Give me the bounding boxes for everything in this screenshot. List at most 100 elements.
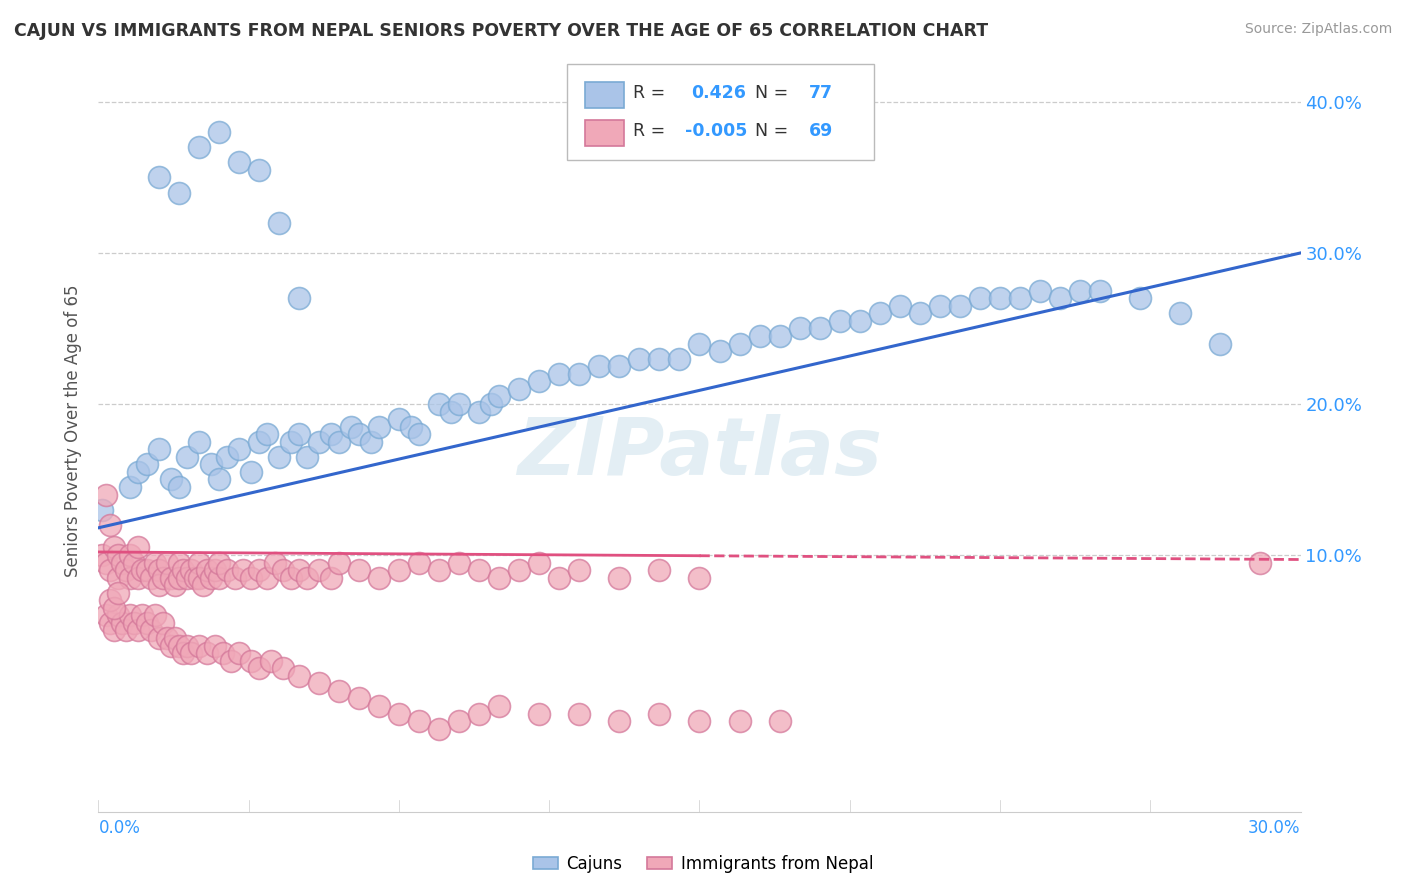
Point — [176, 571, 198, 585]
Point — [100, 517, 122, 532]
Point — [267, 450, 290, 464]
Point — [187, 639, 209, 653]
Point — [529, 706, 551, 721]
Point — [1069, 284, 1091, 298]
Point — [228, 155, 250, 169]
Point — [100, 615, 122, 630]
Point — [256, 427, 278, 442]
Point — [131, 563, 153, 577]
Point — [172, 563, 194, 577]
Text: N =: N = — [744, 121, 794, 140]
Point — [215, 450, 238, 464]
Point — [588, 359, 610, 374]
Point — [849, 314, 872, 328]
Point — [267, 216, 290, 230]
Point — [120, 480, 142, 494]
Point — [609, 359, 631, 374]
Point — [208, 556, 231, 570]
Point — [167, 556, 190, 570]
Point — [908, 306, 931, 320]
Point — [176, 450, 198, 464]
Point — [688, 336, 710, 351]
Point — [115, 563, 138, 577]
FancyBboxPatch shape — [585, 82, 624, 108]
Point — [148, 578, 170, 592]
Point — [111, 556, 134, 570]
Point — [139, 571, 162, 585]
Point — [187, 571, 209, 585]
Point — [427, 722, 450, 736]
Point — [508, 382, 530, 396]
Point — [609, 571, 631, 585]
Point — [187, 434, 209, 449]
Point — [187, 556, 209, 570]
Point — [408, 714, 430, 728]
Point — [568, 706, 591, 721]
Point — [107, 608, 129, 623]
Point — [195, 563, 218, 577]
Point — [388, 563, 411, 577]
Point — [1209, 336, 1232, 351]
Point — [215, 563, 238, 577]
Text: R =: R = — [633, 121, 671, 140]
Point — [167, 571, 190, 585]
Point — [1010, 291, 1032, 305]
Point — [360, 434, 382, 449]
Point — [319, 427, 342, 442]
Point — [1029, 284, 1052, 298]
Point — [128, 571, 150, 585]
Point — [295, 571, 318, 585]
Point — [548, 571, 571, 585]
Point — [135, 458, 157, 472]
Point — [295, 450, 318, 464]
Point — [107, 571, 129, 585]
Point — [148, 442, 170, 457]
Text: CAJUN VS IMMIGRANTS FROM NEPAL SENIORS POVERTY OVER THE AGE OF 65 CORRELATION CH: CAJUN VS IMMIGRANTS FROM NEPAL SENIORS P… — [14, 22, 988, 40]
Point — [124, 556, 146, 570]
Point — [107, 586, 129, 600]
Point — [368, 571, 391, 585]
Point — [328, 434, 350, 449]
Point — [388, 412, 411, 426]
Point — [163, 631, 186, 645]
Point — [1129, 291, 1152, 305]
Point — [172, 646, 194, 660]
Point — [191, 578, 214, 592]
Point — [128, 465, 150, 479]
Point — [208, 571, 231, 585]
Point — [889, 299, 911, 313]
Point — [728, 714, 751, 728]
Point — [155, 631, 177, 645]
Point — [159, 473, 181, 487]
Text: -0.005: -0.005 — [685, 121, 748, 140]
Point — [568, 367, 591, 381]
Text: N =: N = — [744, 84, 794, 102]
Text: 0.0%: 0.0% — [98, 819, 141, 838]
Point — [247, 563, 270, 577]
Text: 30.0%: 30.0% — [1249, 819, 1301, 838]
Point — [929, 299, 952, 313]
Point — [159, 639, 181, 653]
Legend: Cajuns, Immigrants from Nepal: Cajuns, Immigrants from Nepal — [526, 848, 880, 880]
Point — [219, 654, 242, 668]
Point — [408, 427, 430, 442]
Point — [131, 608, 153, 623]
Point — [748, 329, 770, 343]
Point — [128, 624, 150, 638]
Point — [224, 571, 246, 585]
Point — [548, 367, 571, 381]
Point — [152, 571, 174, 585]
Point — [228, 646, 250, 660]
Point — [468, 404, 491, 418]
Text: ZIPatlas: ZIPatlas — [517, 414, 882, 492]
Point — [508, 563, 530, 577]
Point — [167, 186, 190, 200]
Point — [187, 140, 209, 154]
Point — [232, 563, 254, 577]
Point — [208, 473, 231, 487]
Point — [180, 563, 202, 577]
Point — [1088, 284, 1111, 298]
Point — [200, 458, 222, 472]
Point — [247, 162, 270, 177]
Point — [247, 434, 270, 449]
